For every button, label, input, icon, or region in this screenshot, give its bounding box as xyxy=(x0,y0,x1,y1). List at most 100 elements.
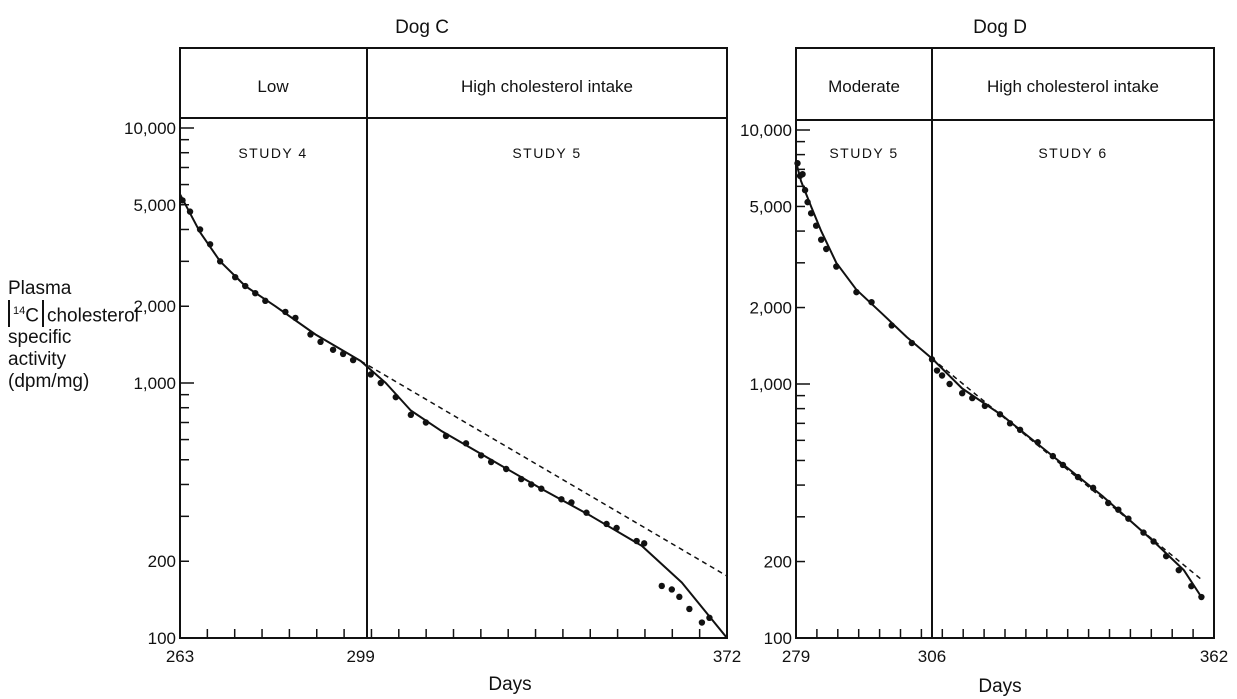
dog-c-x-axis-label: Days xyxy=(488,674,531,695)
y-axis-label-line5: (dpm/mg) xyxy=(8,371,90,393)
dog-c-data-point xyxy=(583,509,590,516)
dog-c-y-tick-label: 200 xyxy=(148,552,176,571)
dog-d-data-point xyxy=(996,411,1004,418)
dog-c-data-point xyxy=(698,619,706,626)
y-axis-label-line4: activity xyxy=(8,349,67,371)
dog-d-y-tick-label: 5,000 xyxy=(749,197,792,216)
dog-d-y-tick-label: 1,000 xyxy=(749,375,792,394)
dog-d-data-point xyxy=(1140,529,1147,536)
dog-d-study-label-5: STUDY 5 xyxy=(829,145,898,161)
dog-d-study-label-6: STUDY 6 xyxy=(1038,145,1107,161)
dog-c-y-tick-label: 5,000 xyxy=(133,196,176,215)
dog-d-data-point xyxy=(807,210,815,217)
dog-c-data-point xyxy=(367,371,374,378)
dog-d-y-axis: 100 200 1,000 2,000 5,000 10,000 xyxy=(740,121,810,648)
dog-d-data-point xyxy=(946,380,953,388)
dog-c-data-point xyxy=(462,440,470,447)
dog-c-data-point xyxy=(307,331,314,338)
dog-c-x-axis: 263 299 372 xyxy=(166,629,741,666)
y-axis-label-line2: 14C cholesterol xyxy=(8,300,139,328)
dog-d-data-point xyxy=(804,198,811,206)
dog-d-data-point xyxy=(801,186,809,194)
dog-c-panel: Dog C Low High cholesterol intake STUDY … xyxy=(124,17,741,695)
dog-c-data-point xyxy=(668,586,675,593)
isotope-element: C xyxy=(25,305,39,327)
dog-c-data-point xyxy=(196,226,204,233)
dog-c-data-point xyxy=(640,540,648,547)
dog-d-x-tick-label: 279 xyxy=(782,647,810,666)
dog-d-data-point xyxy=(1049,452,1057,460)
dog-d-panel: Dog D Moderate High cholesterol intake S… xyxy=(740,17,1228,697)
dog-d-extrapolation-line xyxy=(931,357,1202,581)
dog-c-extrapolation-line xyxy=(360,360,728,577)
dog-c-data-point xyxy=(377,379,384,387)
dog-d-x-axis: 279 306 362 xyxy=(782,629,1228,666)
dog-c-data-point xyxy=(528,481,535,488)
dog-c-study-label-4: STUDY 4 xyxy=(238,145,307,161)
y-axis-label-line1: Plasma xyxy=(8,278,72,299)
dog-c-data-point xyxy=(392,393,399,401)
dog-c-data-point xyxy=(603,520,610,528)
dog-d-data-point xyxy=(888,322,895,329)
dog-c-title: Dog C xyxy=(395,17,449,38)
dog-c-data-point xyxy=(613,524,620,532)
dog-d-data-point xyxy=(938,372,946,379)
dog-d-x-axis-label: Days xyxy=(978,676,1021,697)
dog-d-data-point xyxy=(1089,484,1097,492)
dog-c-data-point xyxy=(658,582,665,590)
dog-c-data-point xyxy=(232,273,239,281)
dog-c-data-point xyxy=(186,208,194,215)
dog-d-data-point xyxy=(1125,515,1132,522)
dog-c-data-point xyxy=(282,308,289,316)
dog-c-data-point xyxy=(339,350,347,358)
dog-c-data-point xyxy=(317,338,324,346)
dog-d-data-point xyxy=(933,367,941,374)
dog-c-data-point xyxy=(242,282,249,290)
dog-d-data-point xyxy=(1150,538,1157,545)
dog-d-data-point xyxy=(1188,582,1195,590)
dog-c-data-point xyxy=(179,197,186,204)
dog-d-data-point xyxy=(833,263,840,270)
dog-d-data-point xyxy=(1115,506,1122,513)
dog-d-data-point xyxy=(1006,420,1014,427)
dog-d-data-point xyxy=(799,170,806,178)
dog-c-data-point xyxy=(216,258,224,265)
dog-c-data-point xyxy=(502,465,510,473)
dog-d-data-point xyxy=(1105,499,1112,507)
dog-d-data-point xyxy=(817,236,825,243)
dog-d-data-point xyxy=(1034,439,1041,446)
dog-c-data-point xyxy=(487,458,495,466)
dog-d-data-point xyxy=(1162,552,1170,560)
dog-c-data-point xyxy=(568,499,575,506)
dog-c-data-point xyxy=(676,593,683,601)
y-axis-label: Plasma 14C cholesterol specific activity … xyxy=(8,278,139,393)
dog-d-title: Dog D xyxy=(973,17,1027,38)
dog-d-y-tick-label: 10,000 xyxy=(740,121,792,140)
dog-c-data-point xyxy=(422,419,430,426)
dog-d-period-label-high: High cholesterol intake xyxy=(987,77,1159,96)
dog-d-data-point xyxy=(1198,593,1205,601)
dog-c-data-point xyxy=(686,605,693,613)
dog-d-period-label-moderate: Moderate xyxy=(828,77,900,96)
dog-c-data-point xyxy=(407,411,415,419)
dog-c-y-axis: 100 200 1,000 2,000 5,000 10,000 xyxy=(124,119,194,648)
isotope-bracket: 14C xyxy=(8,300,44,328)
dog-c-data-point xyxy=(206,241,214,248)
dog-d-data-point xyxy=(958,389,966,397)
dog-c-data-point xyxy=(262,297,269,305)
dog-c-y-tick-label: 1,000 xyxy=(133,374,176,393)
dog-c-y-tick-label: 10,000 xyxy=(124,119,176,138)
dog-d-data-point xyxy=(1074,473,1082,481)
dog-d-data-point xyxy=(969,394,976,402)
dog-c-period-label-low: Low xyxy=(257,77,289,96)
dog-d-data-point xyxy=(908,339,916,347)
dog-d-data-point xyxy=(928,356,936,363)
dog-d-data-point xyxy=(823,245,830,253)
y-axis-label-line3: specific xyxy=(8,327,72,349)
dog-c-y-tick-label: 2,000 xyxy=(133,297,176,316)
dog-c-study-label-5: STUDY 5 xyxy=(512,145,581,161)
dog-c-fitted-curve xyxy=(179,193,728,639)
dog-d-y-tick-label: 100 xyxy=(764,629,792,648)
dog-c-data-point xyxy=(349,356,357,364)
